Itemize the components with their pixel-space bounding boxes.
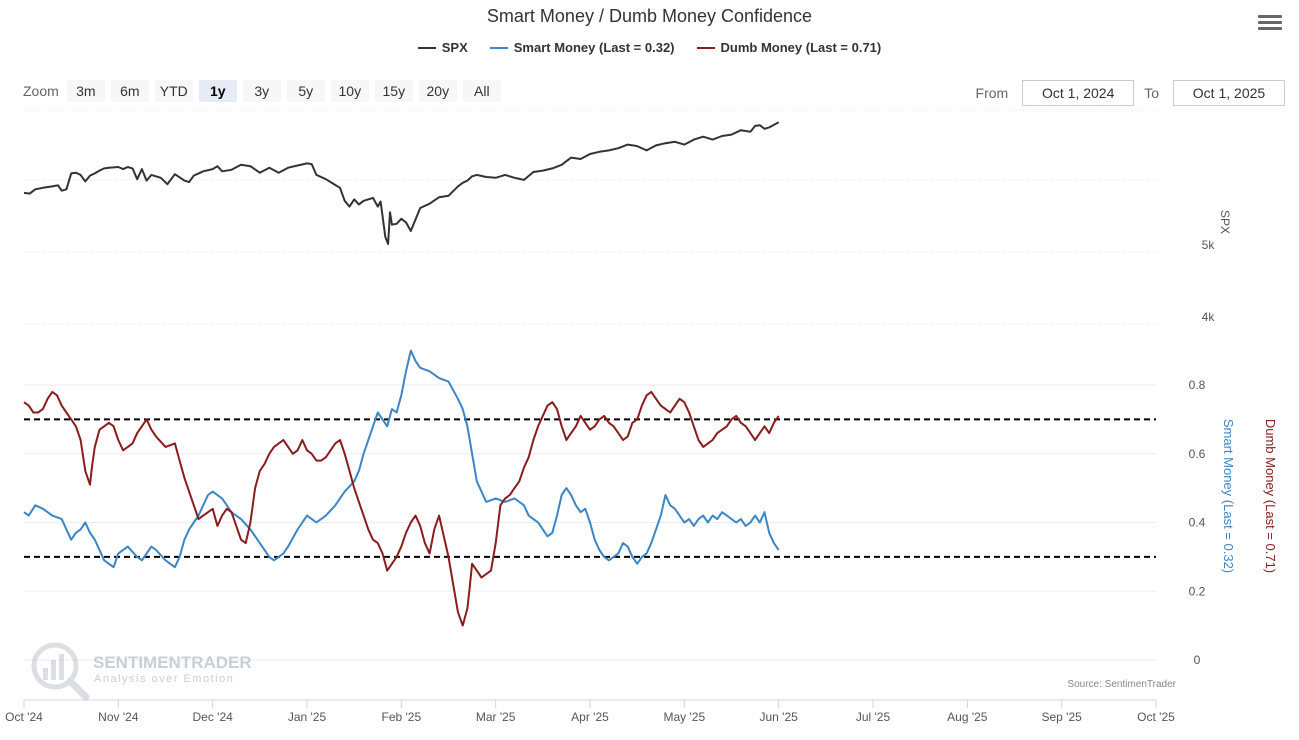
chart-title: Smart Money / Dumb Money Confidence bbox=[486, 6, 813, 26]
zoom-button-10y[interactable]: 10y bbox=[330, 80, 369, 102]
x-tick-label: Jan '25 bbox=[288, 710, 327, 724]
legend-item-smart-money[interactable]: Smart Money (Last = 0.32) bbox=[489, 40, 675, 55]
legend-swatch-spx bbox=[417, 46, 436, 49]
dumb-money-series-line bbox=[23, 390, 780, 627]
zoom-button-20y[interactable]: 20y bbox=[418, 80, 457, 102]
x-tick-label: Dec '24 bbox=[193, 710, 234, 724]
hamburger-menu-icon[interactable] bbox=[1258, 12, 1282, 32]
x-tick-label: May '25 bbox=[664, 710, 706, 724]
confidence-tick-label: 0.4 bbox=[1189, 516, 1206, 530]
confidence-tick-label: 0.8 bbox=[1189, 378, 1206, 392]
zoom-button-all[interactable]: All bbox=[462, 80, 501, 102]
legend-label-spx: SPX bbox=[441, 40, 468, 55]
smart-money-axis-title: Smart Money (Last = 0.32) bbox=[1221, 419, 1236, 573]
zoom-button-3m[interactable]: 3m bbox=[66, 80, 105, 102]
legend-item-spx[interactable]: SPX bbox=[417, 40, 468, 55]
x-tick-label: Mar '25 bbox=[476, 710, 516, 724]
x-tick-label: Sep '25 bbox=[1042, 710, 1083, 724]
legend-swatch-dumb-money bbox=[696, 46, 715, 49]
spx-tick-label: 5k bbox=[1202, 238, 1216, 252]
x-tick-label: Feb '25 bbox=[382, 710, 422, 724]
watermark-tagline: Analysis over Emotion bbox=[94, 673, 234, 685]
legend-swatch-smart-money bbox=[489, 46, 508, 49]
x-tick-label: Oct '25 bbox=[1137, 710, 1175, 724]
spx-tick-label: 4k bbox=[1202, 310, 1216, 324]
zoom-label: Zoom bbox=[23, 83, 59, 99]
date-range: From Oct 1, 2024 To Oct 1, 2025 bbox=[976, 80, 1285, 106]
x-tick-label: Jun '25 bbox=[760, 710, 799, 724]
watermark: SENTIMENTRADER Analysis over Emotion bbox=[31, 642, 252, 701]
x-tick-label: Aug '25 bbox=[947, 710, 988, 724]
zoom-button-15y[interactable]: 15y bbox=[374, 80, 413, 102]
smart-money-series-line bbox=[23, 349, 780, 569]
to-label: To bbox=[1144, 85, 1159, 101]
to-date-input[interactable]: Oct 1, 2025 bbox=[1173, 80, 1285, 106]
zoom-button-3y[interactable]: 3y bbox=[242, 80, 281, 102]
x-tick-label: Apr '25 bbox=[571, 710, 609, 724]
watermark-name: SENTIMENTRADER bbox=[93, 653, 252, 672]
from-date-input[interactable]: Oct 1, 2024 bbox=[1022, 80, 1135, 106]
zoom-button-1y[interactable]: 1y bbox=[198, 80, 237, 102]
legend-label-smart-money: Smart Money (Last = 0.32) bbox=[513, 40, 675, 55]
zoom-controls: Zoom 3m 6m YTD 1y 3y 5y 10y 15y 20y All bbox=[23, 80, 501, 102]
legend-label-dumb-money: Dumb Money (Last = 0.71) bbox=[720, 40, 882, 55]
confidence-tick-label: 0.6 bbox=[1189, 447, 1206, 461]
zoom-button-6m[interactable]: 6m bbox=[110, 80, 149, 102]
magnifier-chart-icon bbox=[31, 642, 90, 701]
zoom-button-ytd[interactable]: YTD bbox=[154, 80, 193, 102]
dumb-money-axis-title: Dumb Money (Last = 0.71) bbox=[1263, 419, 1278, 573]
legend: SPX Smart Money (Last = 0.32) Dumb Money… bbox=[0, 40, 1299, 55]
source-credit: Source: SentimenTrader bbox=[1067, 679, 1176, 690]
confidence-tick-label: 0.2 bbox=[1189, 584, 1206, 598]
zoom-button-5y[interactable]: 5y bbox=[286, 80, 325, 102]
spx-series-line bbox=[23, 121, 780, 245]
spx-axis-title: SPX bbox=[1218, 210, 1232, 234]
x-tick-label: Nov '24 bbox=[98, 710, 139, 724]
x-tick-label: Oct '24 bbox=[5, 710, 43, 724]
from-label: From bbox=[975, 85, 1009, 101]
legend-item-dumb-money[interactable]: Dumb Money (Last = 0.71) bbox=[696, 40, 882, 55]
confidence-tick-label: 0 bbox=[1194, 653, 1201, 667]
x-tick-label: Jul '25 bbox=[856, 710, 891, 724]
